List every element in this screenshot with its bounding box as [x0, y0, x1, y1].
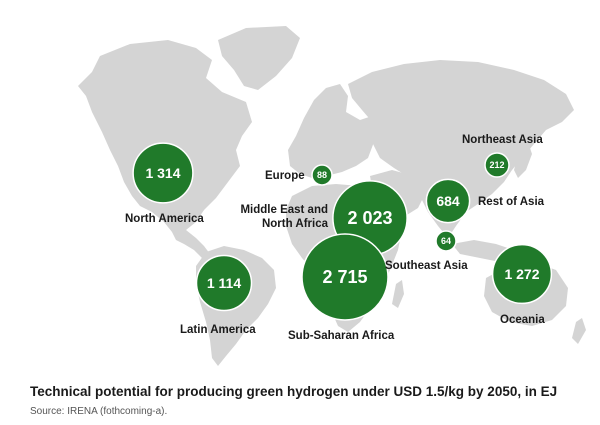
mena-label: Middle East and North Africa — [240, 204, 328, 230]
latin-america-label-line: Latin America — [180, 324, 256, 336]
rest-of-asia-value: 684 — [436, 193, 460, 209]
madagascar-shape — [392, 280, 404, 308]
southeast-asia-label: Southeast Asia — [385, 260, 468, 272]
japan-shape — [514, 142, 532, 178]
europe-bubble — [311, 164, 333, 186]
new-zealand-shape — [572, 318, 586, 344]
region-bubbles: 1 314 1 114 88 2 023 2 715 684 212 64 1 272 — [132, 142, 553, 321]
north-america-value: 1 314 — [145, 165, 180, 181]
greenland-shape — [218, 26, 300, 90]
north-america-label-line: North America — [125, 213, 204, 225]
mena-value: 2 023 — [347, 208, 392, 228]
oceania-label-line: Oceania — [500, 314, 545, 326]
north-america-label: North America — [125, 213, 204, 225]
rest-of-asia-label-line: Rest of Asia — [478, 196, 545, 208]
rest-of-asia-label: Rest of Asia — [478, 196, 545, 208]
mena-label-line: North Africa — [262, 218, 329, 230]
southeast-asia-label-line: Southeast Asia — [385, 260, 468, 272]
latin-america-bubble — [195, 254, 253, 312]
sub-saharan-africa-label: Sub-Saharan Africa — [288, 330, 395, 342]
region-labels: North America Latin America Europe Middle E… — [125, 134, 545, 342]
southeast-asia-bubble — [435, 230, 457, 252]
oceania-bubble — [491, 243, 553, 305]
northeast-asia-label: Northeast Asia — [462, 134, 543, 146]
central-america-shape — [172, 230, 210, 258]
mena-label-line: Middle East and — [240, 204, 328, 216]
sub-saharan-africa-value: 2 715 — [322, 267, 367, 287]
northeast-asia-bubble — [484, 152, 510, 178]
latin-america-value: 1 114 — [207, 275, 241, 291]
europe-label-line: Europe — [265, 170, 305, 182]
europe-shape — [288, 84, 380, 178]
latin-america-label: Latin America — [180, 324, 256, 336]
map-caption: Technical potential for producing green … — [30, 384, 558, 399]
europe-label: Europe — [265, 170, 305, 182]
southeast-asia-value: 64 — [441, 236, 451, 246]
north-america-shape — [78, 40, 252, 238]
northeast-asia-value: 212 — [489, 160, 504, 170]
sub-saharan-africa-bubble — [301, 233, 389, 321]
source-note: Source: IRENA (fothcoming-a). — [30, 406, 168, 417]
north-america-bubble — [132, 142, 194, 204]
oceania-label: Oceania — [500, 314, 545, 326]
sub-saharan-africa-label-line: Sub-Saharan Africa — [288, 330, 395, 342]
rest-of-asia-bubble — [425, 178, 471, 224]
northeast-asia-label-line: Northeast Asia — [462, 134, 543, 146]
oceania-value: 1 272 — [504, 266, 539, 282]
asia-shape — [348, 60, 574, 238]
europe-value: 88 — [317, 170, 327, 180]
